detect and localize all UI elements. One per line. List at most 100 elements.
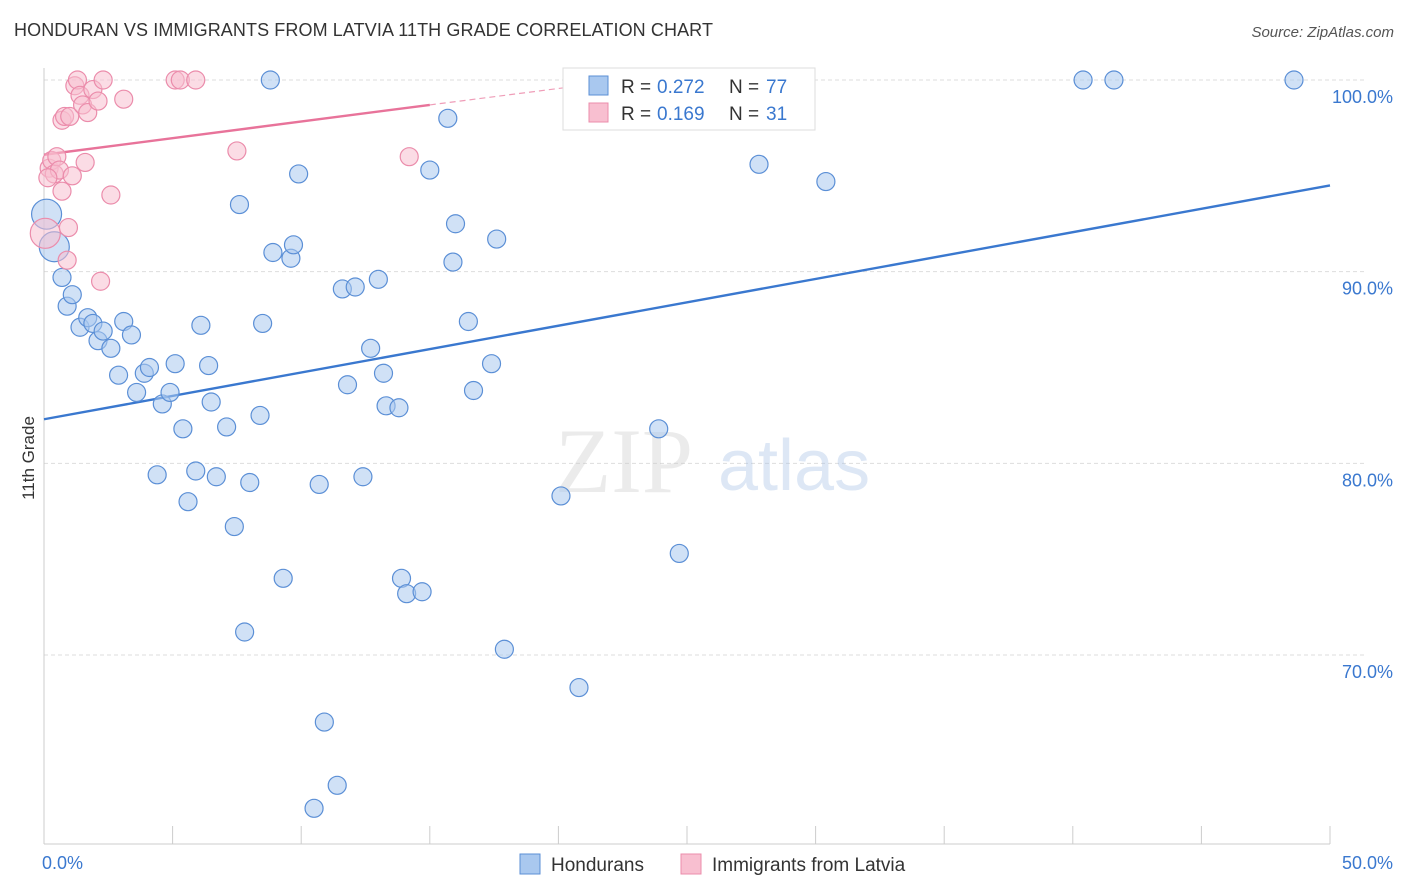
point-blue-41 [304, 798, 324, 818]
point-blue-27 [206, 467, 226, 487]
point-blue-71 [749, 154, 769, 174]
point-blue-49 [361, 338, 381, 358]
axes [43, 68, 1331, 845]
point-blue-48 [353, 467, 373, 487]
point-blue-61 [458, 311, 478, 332]
point-pink-27 [186, 70, 206, 90]
point-blue-32 [240, 472, 260, 493]
point-blue-75 [1104, 70, 1124, 90]
point-blue-14 [126, 382, 147, 403]
legend-r-label-1: R = [621, 77, 651, 98]
point-blue-57 [420, 160, 440, 180]
data-points [29, 70, 1304, 818]
point-blue-56 [412, 582, 432, 602]
point-blue-73 [816, 171, 836, 192]
y-tick-label-1: 80.0% [1342, 470, 1393, 490]
point-pink-29 [399, 147, 419, 167]
point-blue-63 [481, 354, 502, 374]
point-blue-42 [309, 474, 329, 495]
legend-n-label-1: N = [729, 77, 759, 98]
point-pink-30 [38, 168, 58, 188]
point-blue-36 [263, 242, 283, 263]
y-axis-label: 11th Grade [19, 416, 38, 500]
legend-swatch-pink [588, 102, 609, 123]
point-blue-64 [487, 229, 507, 249]
trend-line-blue [43, 184, 1331, 421]
point-blue-65 [494, 639, 514, 659]
point-blue-34 [253, 313, 273, 334]
point-blue-47 [345, 277, 365, 297]
point-blue-51 [373, 363, 394, 383]
point-blue-43 [314, 712, 334, 732]
y-tick-labels: 70.0% 80.0% 90.0% 100.0% [1332, 87, 1393, 682]
stats-legend: R = 0.272 N = 77 R = 0.169 N = 31 [562, 67, 816, 131]
point-blue-10 [101, 338, 121, 358]
legend-r-value-1: 0.272 [657, 77, 705, 98]
point-blue-21 [173, 419, 193, 439]
point-blue-24 [191, 315, 211, 335]
point-blue-62 [463, 380, 484, 401]
point-blue-13 [121, 325, 142, 345]
point-blue-76 [1284, 70, 1304, 90]
point-blue-9 [93, 321, 113, 341]
point-blue-53 [389, 398, 409, 418]
point-pink-0 [29, 217, 61, 249]
y-tick-label-2: 90.0% [1342, 279, 1393, 299]
point-blue-17 [147, 465, 167, 485]
point-blue-68 [649, 419, 669, 439]
point-pink-23 [101, 185, 121, 205]
trend-line-pink [43, 103, 430, 156]
point-blue-31 [235, 622, 255, 642]
legend-latvia-swatch [680, 853, 702, 875]
point-blue-16 [139, 357, 160, 378]
point-pink-6 [52, 181, 72, 201]
point-blue-4 [62, 285, 82, 305]
grid-lines [44, 79, 1366, 656]
x-tick-label-1: 50.0% [1342, 853, 1393, 873]
point-blue-50 [368, 269, 388, 289]
point-blue-2 [52, 267, 72, 288]
x-tick-labels: 0.0% 50.0% [42, 853, 1393, 873]
point-blue-35 [260, 70, 280, 90]
source-label: Source: ZipAtlas.com [1251, 24, 1394, 41]
point-pink-22 [93, 70, 113, 90]
point-pink-20 [88, 91, 108, 111]
watermark: ZIP atlas [555, 410, 870, 512]
y-tick-label-0: 70.0% [1342, 662, 1393, 682]
legend-hondurans-label: Hondurans [551, 855, 644, 876]
point-pink-21 [90, 271, 111, 291]
point-blue-67 [569, 677, 589, 698]
legend-latvia-label: Immigrants from Latvia [712, 855, 906, 876]
point-pink-12 [62, 166, 82, 186]
point-blue-69 [669, 543, 689, 564]
point-pink-17 [75, 152, 95, 173]
point-blue-39 [283, 235, 304, 255]
legend-n-value-1: 77 [766, 77, 787, 98]
point-blue-40 [289, 164, 309, 184]
point-blue-66 [551, 486, 571, 506]
legend-r-value-2: 0.169 [657, 104, 705, 125]
point-blue-60 [445, 214, 466, 234]
point-blue-19 [160, 382, 180, 403]
point-pink-24 [114, 89, 134, 109]
point-blue-33 [250, 405, 270, 426]
point-blue-11 [108, 365, 129, 385]
point-blue-58 [438, 108, 458, 128]
legend-swatch-blue [588, 75, 609, 96]
point-blue-25 [199, 355, 219, 376]
watermark-atlas: atlas [718, 426, 870, 506]
point-pink-9 [57, 250, 77, 270]
point-blue-23 [186, 461, 206, 481]
point-pink-28 [227, 141, 247, 161]
point-pink-11 [60, 106, 80, 127]
point-blue-30 [229, 194, 250, 215]
point-blue-37 [273, 568, 293, 588]
series-legend: Hondurans Immigrants from Latvia [519, 853, 906, 876]
point-blue-20 [165, 354, 185, 374]
legend-hondurans-swatch [519, 853, 541, 875]
legend-n-value-2: 31 [766, 104, 787, 125]
trend-lines [43, 81, 1331, 421]
point-blue-44 [327, 775, 347, 795]
point-blue-46 [337, 375, 358, 395]
